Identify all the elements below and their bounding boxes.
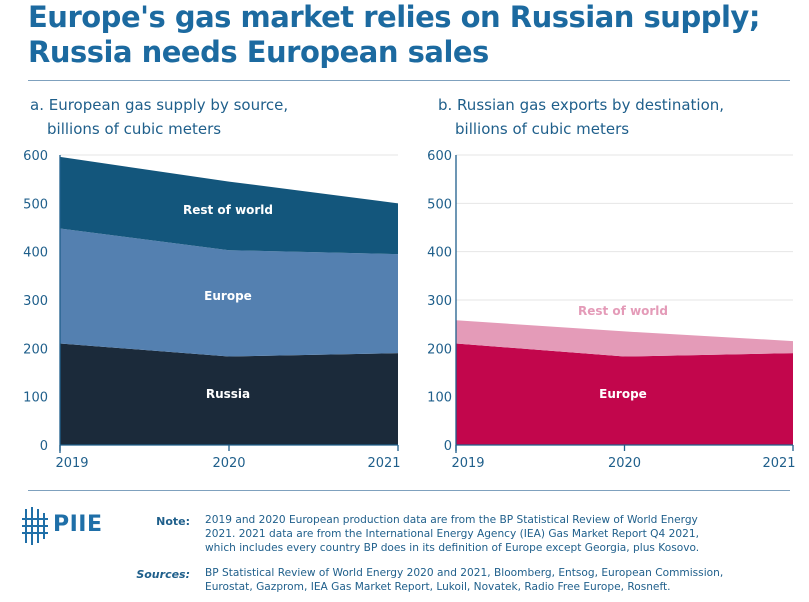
right-ytick-label: 100 bbox=[427, 391, 452, 406]
left-area-europe bbox=[60, 228, 398, 357]
page-title: Europe's gas market relies on Russian su… bbox=[28, 0, 760, 69]
chart-a-title: a. European gas supply by source, billio… bbox=[30, 96, 289, 138]
left-series-label: Rest of world bbox=[183, 203, 273, 217]
chart-b-title: b. Russian gas exports by destination, b… bbox=[438, 96, 725, 138]
left-ytick-label: 200 bbox=[23, 342, 48, 357]
sources-text: BP Statistical Review of World Energy 20… bbox=[205, 567, 724, 593]
left-ytick-label: 600 bbox=[23, 149, 48, 164]
note-text: 2019 and 2020 European production data a… bbox=[205, 514, 700, 554]
right-ytick-label: 500 bbox=[427, 197, 452, 212]
left-xtick-label: 2019 bbox=[55, 456, 88, 471]
piie-logo-icon bbox=[22, 507, 48, 545]
note-label: Note: bbox=[156, 515, 190, 528]
left-series-label: Russia bbox=[206, 387, 250, 401]
right-ytick-label: 200 bbox=[427, 342, 452, 357]
right-series-label: Rest of world bbox=[578, 304, 668, 318]
right-ytick-label: 400 bbox=[427, 246, 452, 261]
footer-divider bbox=[28, 490, 790, 491]
piie-logo-text: PIIE bbox=[53, 512, 103, 537]
left-ytick-label: 0 bbox=[40, 439, 48, 454]
left-ytick-label: 300 bbox=[23, 294, 48, 309]
right-xtick-label: 2020 bbox=[608, 456, 641, 471]
right-ytick-label: 600 bbox=[427, 149, 452, 164]
left-xtick-label: 2021 bbox=[367, 456, 400, 471]
left-ytick-label: 400 bbox=[23, 246, 48, 261]
right-xtick-label: 2021 bbox=[762, 456, 795, 471]
right-area-rest-of-world bbox=[456, 320, 793, 357]
sources-label: Sources: bbox=[136, 568, 190, 581]
right-area-europe bbox=[456, 343, 793, 445]
right-series-label: Europe bbox=[599, 387, 647, 401]
left-series-label: Europe bbox=[204, 289, 252, 303]
left-ytick-label: 100 bbox=[23, 391, 48, 406]
left-area-rest-of-world bbox=[60, 156, 398, 255]
right-ytick-label: 0 bbox=[444, 439, 452, 454]
left-ytick-label: 500 bbox=[23, 197, 48, 212]
left-xtick-label: 2020 bbox=[212, 456, 245, 471]
title-divider bbox=[28, 80, 790, 81]
charts-canvas: 0 100 200 300 400 500 600 Russia Europe Rest of w… bbox=[23, 149, 795, 471]
right-xtick-label: 2019 bbox=[451, 456, 484, 471]
right-ytick-label: 300 bbox=[427, 294, 452, 309]
left-area-russia bbox=[60, 343, 398, 445]
